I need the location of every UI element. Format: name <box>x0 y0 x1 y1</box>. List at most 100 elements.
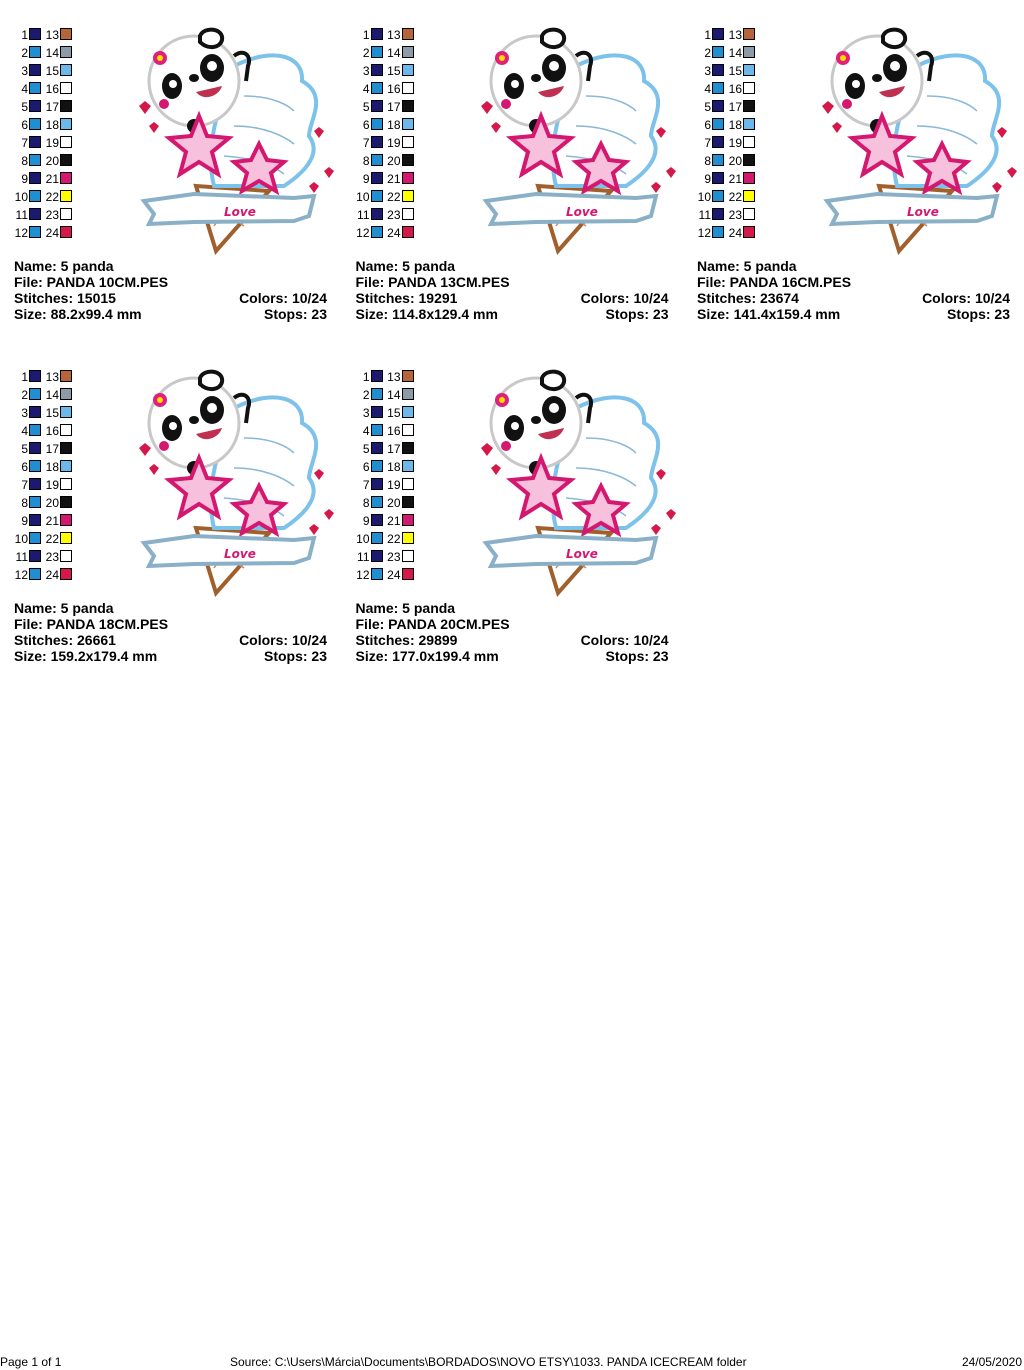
color-row: 9 <box>356 170 426 188</box>
color-row: 11 <box>14 548 84 566</box>
color-swatch <box>712 208 724 220</box>
color-row: 1 <box>356 26 426 44</box>
color-number: 19 <box>728 136 742 150</box>
color-number: 13 <box>728 28 742 42</box>
color-row: 3 <box>697 62 767 80</box>
color-swatch <box>60 406 72 418</box>
color-swatch <box>29 496 41 508</box>
color-swatch <box>370 136 383 148</box>
color-row: 5 <box>697 98 767 116</box>
design-name: Name: 5 panda <box>14 258 114 274</box>
color-row: 16 <box>387 80 457 98</box>
color-swatch <box>60 154 72 166</box>
color-swatch <box>60 136 72 148</box>
color-swatch <box>370 64 383 76</box>
color-number: 20 <box>387 496 401 510</box>
color-swatch <box>60 64 72 76</box>
color-number: 4 <box>362 82 370 96</box>
color-number: 13 <box>45 370 59 384</box>
color-swatch <box>712 172 724 184</box>
color-number: 14 <box>45 388 59 402</box>
color-swatch <box>29 532 41 544</box>
color-row: 12 <box>356 566 426 584</box>
color-row: 15 <box>45 62 115 80</box>
color-number: 2 <box>21 388 28 402</box>
color-swatch <box>712 226 724 238</box>
design-preview <box>820 27 1019 254</box>
design-name: Name: 5 panda <box>355 600 456 616</box>
color-row: 9 <box>14 170 84 188</box>
color-swatch <box>29 568 41 580</box>
color-number: 11 <box>357 550 370 564</box>
color-swatch <box>60 460 72 472</box>
color-swatch <box>401 550 414 562</box>
color-swatch <box>29 514 41 526</box>
color-number: 3 <box>362 64 370 78</box>
color-row: 1 <box>14 368 84 386</box>
stitch-count: Stitches: 29899 <box>355 632 458 648</box>
color-number: 21 <box>728 172 742 186</box>
color-swatch <box>370 154 383 166</box>
design-size: Size: 114.8x129.4 mm <box>355 306 498 322</box>
color-row: 19 <box>45 476 115 494</box>
color-row: 11 <box>697 206 767 224</box>
color-number: 16 <box>728 82 742 96</box>
color-row: 13 <box>728 26 798 44</box>
color-row: 4 <box>14 80 84 98</box>
color-number: 2 <box>362 388 370 402</box>
color-swatch <box>712 118 724 130</box>
color-swatch <box>370 100 383 112</box>
color-swatch <box>29 46 41 58</box>
color-row: 6 <box>14 458 84 476</box>
color-row: 4 <box>356 80 426 98</box>
color-number: 6 <box>21 118 28 132</box>
color-number: 15 <box>728 64 742 78</box>
color-row: 10 <box>356 530 426 548</box>
color-count: Colors: 10/24 <box>580 632 669 648</box>
color-swatch <box>29 82 41 94</box>
color-row: 19 <box>728 134 798 152</box>
color-row: 17 <box>45 98 115 116</box>
color-swatch <box>401 442 414 454</box>
color-number: 19 <box>45 478 59 492</box>
color-row: 3 <box>14 404 84 422</box>
color-number: 10 <box>356 532 370 546</box>
color-row: 23 <box>387 548 457 566</box>
color-number: 22 <box>728 190 742 204</box>
color-number: 24 <box>728 226 742 240</box>
color-number: 12 <box>14 568 28 582</box>
file-name: File: PANDA 10CM.PES <box>14 274 169 290</box>
color-swatch <box>60 388 72 400</box>
color-row: 7 <box>356 134 426 152</box>
color-row: 20 <box>45 494 115 512</box>
color-swatch <box>60 514 72 526</box>
color-row: 1 <box>356 368 426 386</box>
color-number: 10 <box>697 190 711 204</box>
color-swatch <box>743 100 755 112</box>
color-swatch <box>370 478 383 490</box>
color-number: 15 <box>387 406 401 420</box>
color-swatch <box>60 28 72 40</box>
color-row: 10 <box>356 188 426 206</box>
color-swatch <box>60 46 72 58</box>
color-swatch <box>401 64 414 76</box>
color-number: 19 <box>387 478 401 492</box>
color-number: 10 <box>14 190 28 204</box>
color-swatch <box>401 406 414 418</box>
color-row: 17 <box>387 98 457 116</box>
color-number: 22 <box>45 190 59 204</box>
color-swatch <box>60 478 72 490</box>
color-number: 2 <box>704 46 711 60</box>
color-row: 22 <box>45 188 115 206</box>
color-number: 23 <box>45 550 59 564</box>
color-row: 6 <box>14 116 84 134</box>
color-swatch <box>401 46 414 58</box>
file-name: File: PANDA 20CM.PES <box>355 616 510 632</box>
color-swatch <box>60 226 72 238</box>
color-row: 9 <box>697 170 767 188</box>
color-row: 18 <box>728 116 798 134</box>
color-number: 20 <box>45 496 59 510</box>
color-swatch <box>401 190 414 202</box>
color-swatch <box>370 82 383 94</box>
color-swatch <box>401 154 414 166</box>
